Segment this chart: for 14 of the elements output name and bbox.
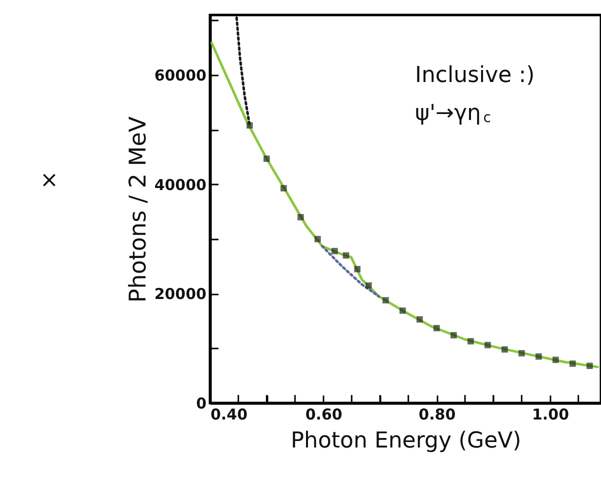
line-series xyxy=(210,42,599,368)
y-axis-title: Photons / 2 MeV xyxy=(125,116,152,303)
y-tick-label: 60000 xyxy=(154,66,206,85)
y-tick-label: 20000 xyxy=(154,285,206,304)
line-series xyxy=(320,244,380,298)
y-tick-label: 0 xyxy=(196,394,206,412)
x-axis-title: Photon Energy (GeV) xyxy=(290,428,522,454)
x-tick-label: 0.60 xyxy=(305,406,342,424)
y-tick-label: 40000 xyxy=(154,176,206,194)
text: × xyxy=(40,168,58,193)
x-tick-label: 0.40 xyxy=(210,406,248,424)
x-tick-label: 0.80 xyxy=(418,406,456,424)
x-tick-label: 1.00 xyxy=(532,406,570,424)
annotation: Inclusive :) xyxy=(415,63,535,88)
